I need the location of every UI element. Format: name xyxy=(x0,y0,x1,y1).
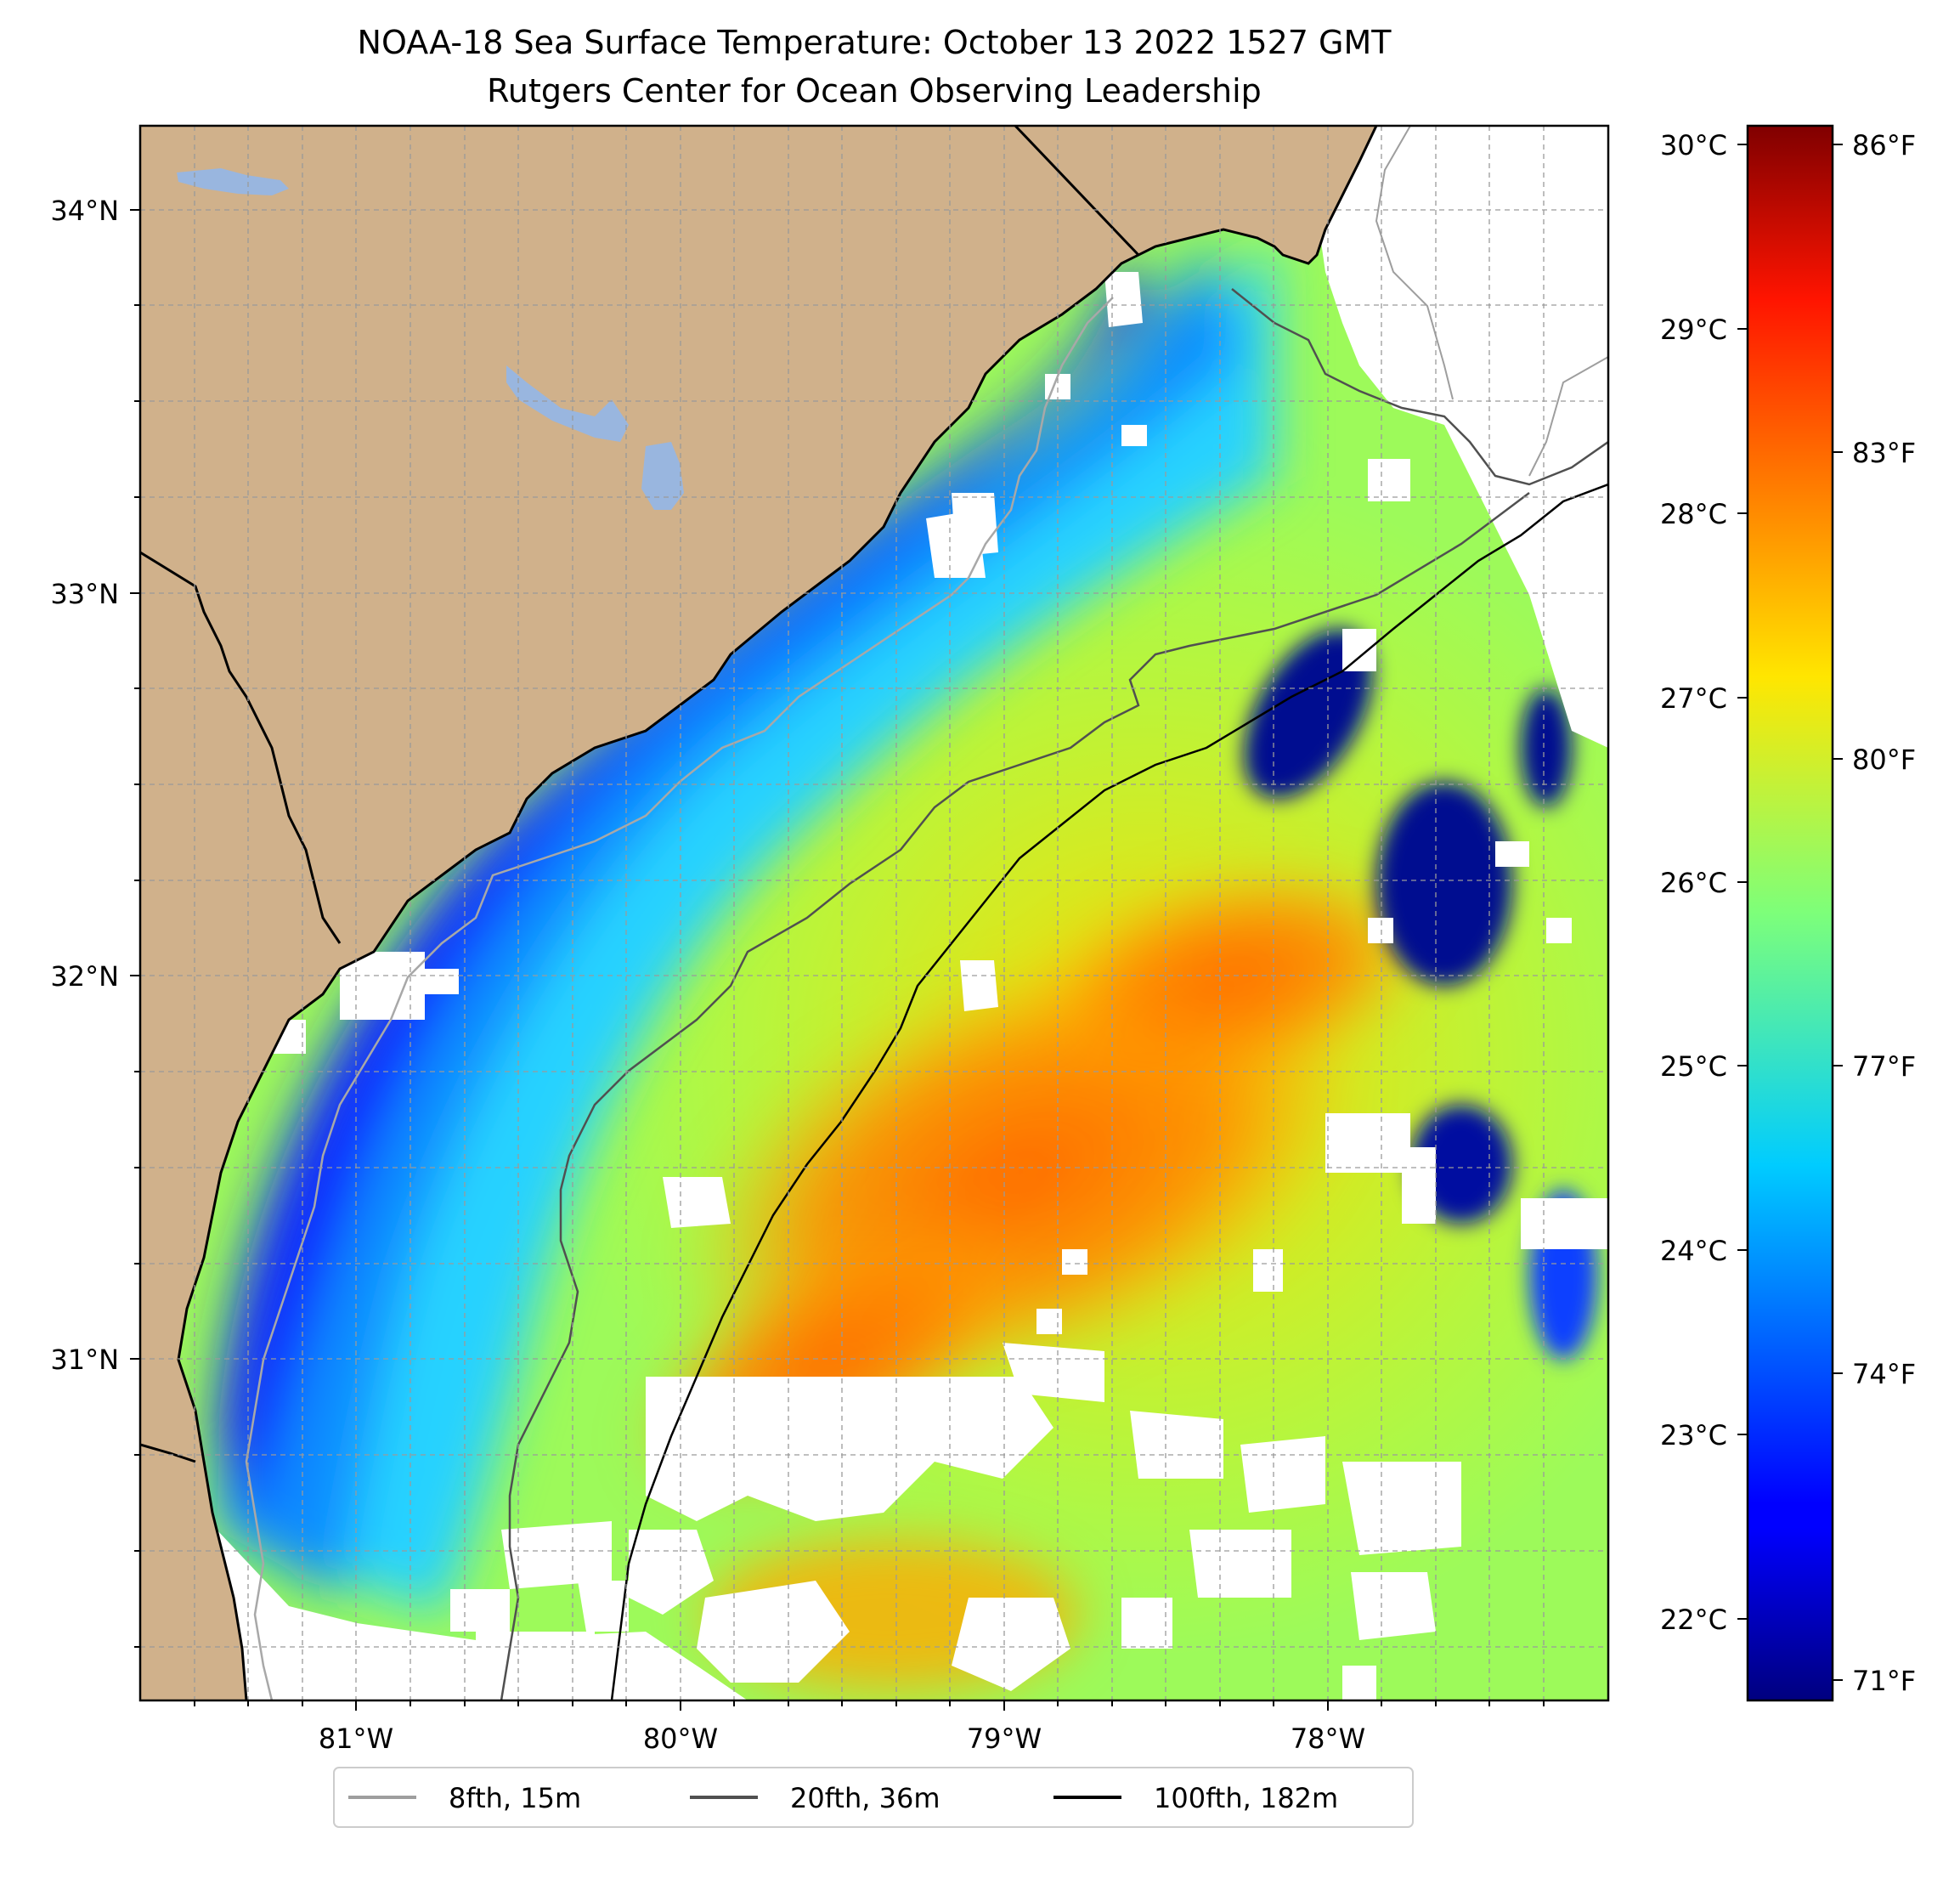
no-data-east xyxy=(1308,126,1608,748)
legend-label-20fth: 20fth, 36m xyxy=(790,1782,940,1814)
celsius-tick-labels: 30°C 29°C 28°C 27°C 26°C 25°C 24°C 23°C … xyxy=(1660,129,1727,1636)
celsius-tick-marks xyxy=(1737,144,1748,1620)
legend-label-8fth: 8fth, 15m xyxy=(449,1782,581,1814)
lon-label-78w: 78°W xyxy=(1291,1723,1365,1755)
lon-label-81w: 81°W xyxy=(319,1723,393,1755)
c-tick-23: 23°C xyxy=(1660,1419,1727,1451)
f-tick-77: 77°F xyxy=(1852,1050,1916,1083)
figure-title-line-2: Rutgers Center for Ocean Observing Leade… xyxy=(487,72,1262,110)
graticule xyxy=(140,126,1608,1700)
c-tick-30: 30°C xyxy=(1660,129,1727,161)
c-tick-26: 26°C xyxy=(1660,867,1727,899)
lat-label-33n: 33°N xyxy=(50,578,119,610)
colorbar: 30°C 29°C 28°C 27°C 26°C 25°C 24°C 23°C … xyxy=(1660,124,1916,1702)
c-tick-25: 25°C xyxy=(1660,1050,1727,1083)
latitude-labels: 34°N 33°N 32°N 31°N xyxy=(50,195,119,1376)
f-tick-71: 71°F xyxy=(1852,1665,1916,1697)
map-ticks xyxy=(130,209,1545,1711)
f-tick-83: 83°F xyxy=(1852,437,1916,469)
f-tick-86: 86°F xyxy=(1852,129,1916,161)
lat-label-32n: 32°N xyxy=(50,960,119,993)
legend-box xyxy=(333,1767,1414,1828)
fahrenheit-tick-labels: 86°F 83°F 80°F 77°F 74°F 71°F xyxy=(1852,129,1916,1697)
c-tick-22: 22°C xyxy=(1660,1604,1727,1636)
land-mass xyxy=(140,126,1376,1700)
f-tick-80: 80°F xyxy=(1852,744,1916,776)
c-tick-27: 27°C xyxy=(1660,682,1727,715)
no-data-south xyxy=(140,1530,748,1700)
map-frame xyxy=(138,124,1610,1702)
c-tick-24: 24°C xyxy=(1660,1235,1727,1267)
isobath-legend: 8fth, 15m 20fth, 36m 100fth, 182m xyxy=(333,1767,1414,1828)
lat-label-34n: 34°N xyxy=(50,195,119,227)
coastlines xyxy=(140,126,1378,1700)
east-coast-lines xyxy=(1375,126,1608,477)
colorbar-gradient xyxy=(1746,124,1834,1702)
inland-water xyxy=(177,168,684,510)
lon-label-79w: 79°W xyxy=(967,1723,1042,1755)
lat-label-31n: 31°N xyxy=(50,1344,119,1376)
isobath-20fth xyxy=(500,288,1608,1700)
c-tick-28: 28°C xyxy=(1660,498,1727,530)
figure-title-line-1: NOAA-18 Sea Surface Temperature: October… xyxy=(358,24,1392,61)
f-tick-74: 74°F xyxy=(1852,1358,1916,1390)
lon-label-80w: 80°W xyxy=(643,1723,718,1755)
fahrenheit-tick-marks xyxy=(1833,144,1843,1681)
c-tick-29: 29°C xyxy=(1660,314,1727,346)
legend-label-100fth: 100fth, 182m xyxy=(1154,1782,1338,1814)
isobath-100fth xyxy=(610,483,1608,1700)
map-panel xyxy=(140,126,1608,1700)
longitude-labels: 81°W 80°W 79°W 78°W xyxy=(319,1723,1365,1755)
